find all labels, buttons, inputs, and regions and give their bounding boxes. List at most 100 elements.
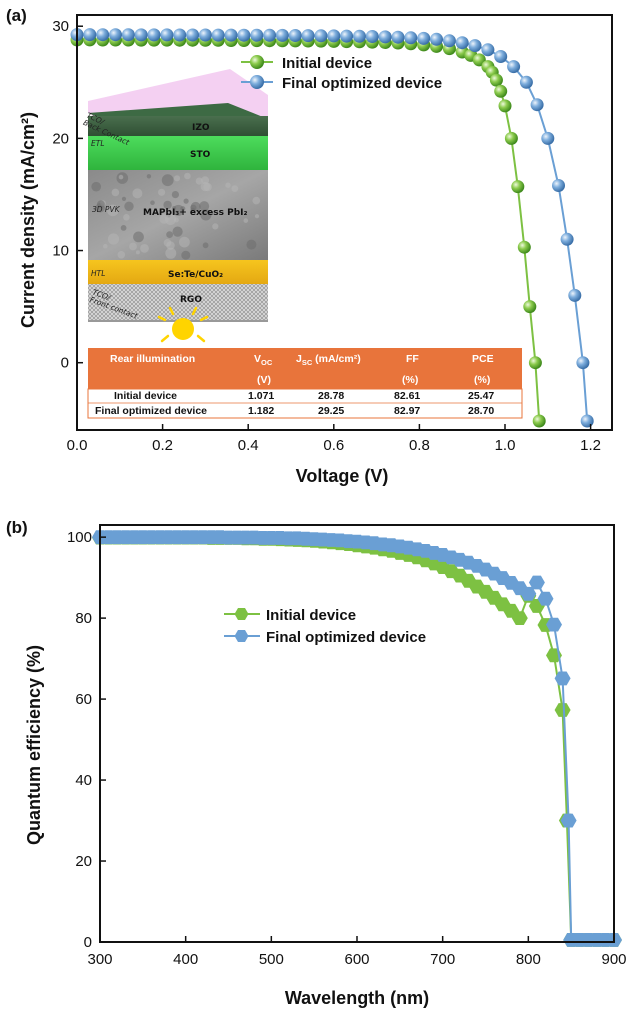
table-unit-4: (%) bbox=[474, 374, 490, 386]
rgo-layer bbox=[88, 284, 268, 320]
legend-b-marker-final bbox=[234, 630, 249, 642]
data-point bbox=[430, 32, 443, 46]
table-cell-r0c2: 28.78 bbox=[318, 390, 344, 402]
side-label-etl: ETL bbox=[91, 139, 105, 148]
legend-a-marker-final bbox=[250, 75, 264, 89]
data-point bbox=[481, 43, 495, 57]
data-point bbox=[541, 131, 555, 145]
x-tick-label: 1.0 bbox=[495, 437, 516, 454]
data-point bbox=[198, 28, 212, 42]
data-point bbox=[468, 39, 482, 53]
htl-layer bbox=[88, 260, 268, 284]
data-point bbox=[365, 30, 379, 43]
y-axis-title-b: Quantum efficiency (%) bbox=[24, 645, 44, 845]
data-point bbox=[173, 28, 187, 42]
legend-b-label-initial: Initial device bbox=[266, 607, 356, 624]
table-cell-r0c3: 82.61 bbox=[394, 390, 420, 402]
table-cell-r0c0: Initial device bbox=[114, 390, 177, 402]
table-cell-r1c1: 1.182 bbox=[248, 405, 274, 417]
x-tick-label: 300 bbox=[87, 951, 112, 968]
axes-b: 300 400 500 600 700 800 900 0 20 40 60 80 100 bbox=[67, 524, 627, 968]
data-point bbox=[537, 591, 554, 606]
data-point bbox=[211, 28, 225, 42]
data-point bbox=[576, 356, 590, 370]
data-point bbox=[489, 73, 503, 87]
y-axis-title-a: Current density (mA/cm²) bbox=[18, 112, 38, 328]
table-cell-r0c4: 25.47 bbox=[468, 390, 494, 402]
data-point bbox=[517, 240, 531, 254]
jv-series-group bbox=[70, 28, 594, 428]
data-point bbox=[560, 232, 574, 246]
data-point bbox=[528, 356, 542, 370]
layer-label-izo: IZO bbox=[192, 123, 210, 133]
qe-series-group bbox=[92, 530, 622, 947]
data-point bbox=[224, 28, 238, 42]
data-point bbox=[250, 28, 264, 42]
sun-icon bbox=[157, 306, 209, 343]
data-point bbox=[494, 50, 508, 63]
y-tick-label: 30 bbox=[52, 18, 69, 35]
y-tick-label: 0 bbox=[84, 934, 92, 951]
table-header-0: Rear illumination bbox=[110, 353, 195, 365]
data-point bbox=[134, 28, 148, 42]
legend-b-marker-initial bbox=[234, 608, 249, 620]
data-point bbox=[507, 60, 521, 74]
panel-label-a: (a) bbox=[6, 6, 27, 25]
data-point bbox=[455, 36, 469, 50]
x-tick-label: 700 bbox=[430, 951, 455, 968]
data-point bbox=[546, 617, 562, 632]
panel-a-jv-chart: IZO STO MAPbI₃+ excess PbI₂ Se:Te/CuO₂ R… bbox=[18, 14, 613, 486]
x-tick-label: 0.8 bbox=[409, 437, 430, 454]
axes-a: 0.0 0.2 0.4 0.6 0.8 1.0 1.2 0 10 20 30 bbox=[52, 14, 613, 454]
qe-line-1 bbox=[100, 536, 614, 941]
data-point bbox=[511, 611, 528, 625]
device-stack-inset: IZO STO MAPbI₃+ excess PbI₂ Se:Te/CuO₂ R… bbox=[82, 69, 268, 343]
data-point bbox=[353, 29, 366, 43]
data-point bbox=[121, 28, 135, 42]
data-point bbox=[568, 288, 582, 302]
data-point bbox=[391, 30, 405, 44]
data-point bbox=[511, 180, 525, 194]
results-table: Rear illumination VOC JSC (mA/cm²) FF PC… bbox=[87, 348, 523, 419]
panel-label-b: (b) bbox=[6, 518, 28, 537]
x-axis-title-b: Wavelength (nm) bbox=[285, 988, 429, 1008]
qe-line-0 bbox=[100, 536, 614, 941]
data-point bbox=[519, 75, 533, 89]
data-point bbox=[554, 703, 571, 717]
data-point bbox=[83, 28, 97, 42]
y-tick-label: 100 bbox=[67, 529, 92, 546]
data-point bbox=[378, 30, 392, 44]
pvk-crystal-texture bbox=[91, 172, 261, 260]
layer-label-rgo: RGO bbox=[180, 295, 202, 305]
data-point bbox=[494, 84, 508, 98]
x-tick-label: 0.2 bbox=[152, 437, 173, 454]
x-axis-title-a: Voltage (V) bbox=[296, 466, 389, 486]
data-point bbox=[520, 586, 537, 601]
x-tick-label: 500 bbox=[259, 951, 284, 968]
y-tick-label: 20 bbox=[75, 853, 92, 870]
y-tick-label: 60 bbox=[75, 691, 92, 708]
table-cell-r1c3: 82.97 bbox=[394, 405, 420, 417]
izo-layer bbox=[88, 116, 268, 136]
data-point bbox=[523, 300, 537, 314]
data-point bbox=[442, 34, 456, 48]
y-tick-label: 10 bbox=[52, 243, 69, 260]
table-header-2: JSC (mA/cm²) bbox=[296, 353, 361, 367]
side-label-pvk: 3D PVK bbox=[92, 205, 121, 214]
table-unit-1: (V) bbox=[257, 374, 271, 386]
data-point bbox=[301, 29, 315, 43]
table-cell-r1c2: 29.25 bbox=[318, 405, 344, 417]
legend-a-label-initial: Initial device bbox=[282, 55, 372, 72]
table-unit-3: (%) bbox=[402, 374, 418, 386]
side-label-htl: HTL bbox=[91, 269, 105, 278]
x-tick-label: 400 bbox=[173, 951, 198, 968]
data-point bbox=[263, 28, 277, 42]
plot-frame-a bbox=[76, 14, 613, 431]
table-cell-r0c1: 1.071 bbox=[248, 390, 274, 402]
data-point bbox=[96, 28, 110, 42]
y-tick-label: 40 bbox=[75, 772, 92, 789]
legend-a: Initial device Final optimized device bbox=[241, 55, 442, 92]
data-point bbox=[552, 179, 565, 192]
data-point bbox=[404, 31, 418, 45]
